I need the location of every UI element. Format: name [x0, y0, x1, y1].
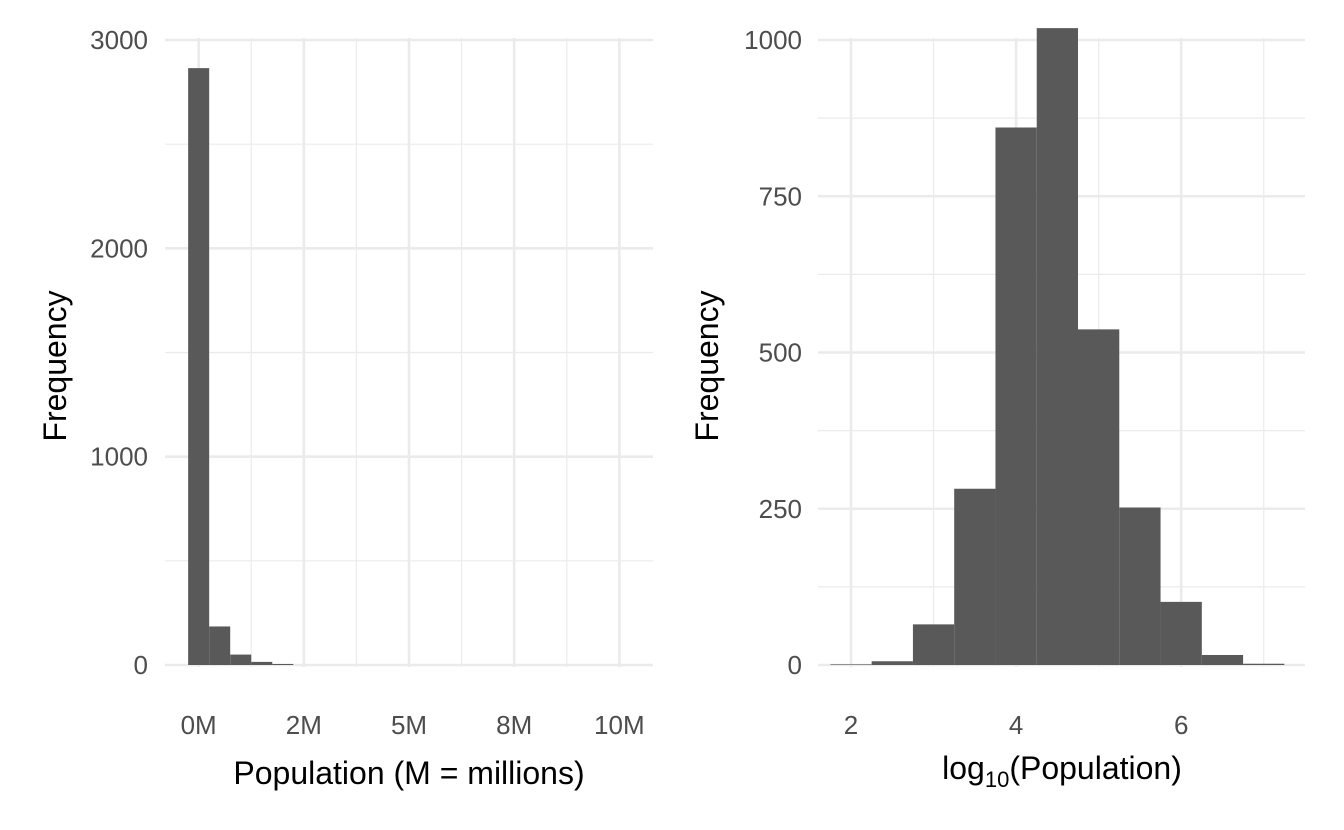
x-tick-label: 2	[844, 710, 858, 740]
histogram-bar	[1201, 655, 1244, 665]
histogram-bar	[188, 68, 210, 665]
population-histogram-panel: 0 1000 2000 3000 0M 2M 5M 8M 10M Population (M …	[37, 25, 653, 791]
x-tick-label: 0M	[181, 710, 217, 740]
x-tick-label: 4	[1009, 710, 1023, 740]
log-population-histogram-x-ticks: 2 4 6	[844, 710, 1189, 740]
histogram-bar	[1243, 663, 1285, 665]
y-tick-label: 1000	[90, 442, 148, 472]
histogram-bar	[1119, 507, 1161, 665]
x-axis-title-log: log	[942, 750, 985, 786]
x-tick-label: 2M	[286, 710, 322, 740]
population-histogram-bars	[188, 68, 294, 665]
population-histogram-x-axis-title: Population (M = millions)	[233, 755, 584, 791]
histogram-bar	[1160, 601, 1202, 665]
histogram-bar	[251, 661, 273, 665]
log-population-histogram-y-ticks: 0 250 500 750 1000	[744, 25, 802, 680]
population-histogram-x-ticks: 0M 2M 5M 8M 10M	[181, 710, 645, 740]
histogram-bar	[995, 127, 1037, 665]
population-histogram-grid	[165, 38, 653, 667]
y-tick-label: 750	[759, 181, 802, 211]
histogram-bar	[272, 663, 294, 665]
histogram-bar	[830, 664, 872, 665]
x-axis-title-tail: (Population)	[1009, 750, 1182, 786]
y-tick-label: 0	[788, 650, 802, 680]
histogram-bar	[1078, 329, 1120, 665]
y-tick-label: 0	[134, 650, 148, 680]
x-tick-label: 6	[1174, 710, 1188, 740]
histogram-bar	[230, 654, 252, 665]
y-tick-label: 2000	[90, 233, 148, 263]
y-tick-label: 500	[759, 338, 802, 368]
y-tick-label: 3000	[90, 25, 148, 55]
histogram-bar	[1036, 28, 1079, 665]
population-histogram-y-axis-title: Frequency	[37, 290, 73, 441]
x-tick-label: 8M	[496, 710, 532, 740]
x-tick-label: 5M	[391, 710, 427, 740]
y-tick-label: 250	[759, 494, 802, 524]
histogram-bar	[209, 626, 231, 665]
y-tick-label: 1000	[744, 25, 802, 55]
log-population-histogram-x-axis-title: log10(Population)	[942, 750, 1182, 792]
log-population-histogram-panel: 0 250 500 750 1000 2 4 6 log10(Population) Fre…	[689, 25, 1305, 792]
log-population-histogram-bars	[830, 28, 1285, 665]
population-histogram-y-ticks: 0 1000 2000 3000	[90, 25, 148, 680]
histogram-bar	[871, 661, 913, 665]
x-axis-title-subscript: 10	[985, 767, 1009, 792]
log-population-histogram-y-axis-title: Frequency	[689, 290, 725, 441]
histogram-bar	[954, 488, 996, 665]
x-tick-label: 10M	[594, 710, 645, 740]
histogram-bar	[912, 624, 955, 665]
